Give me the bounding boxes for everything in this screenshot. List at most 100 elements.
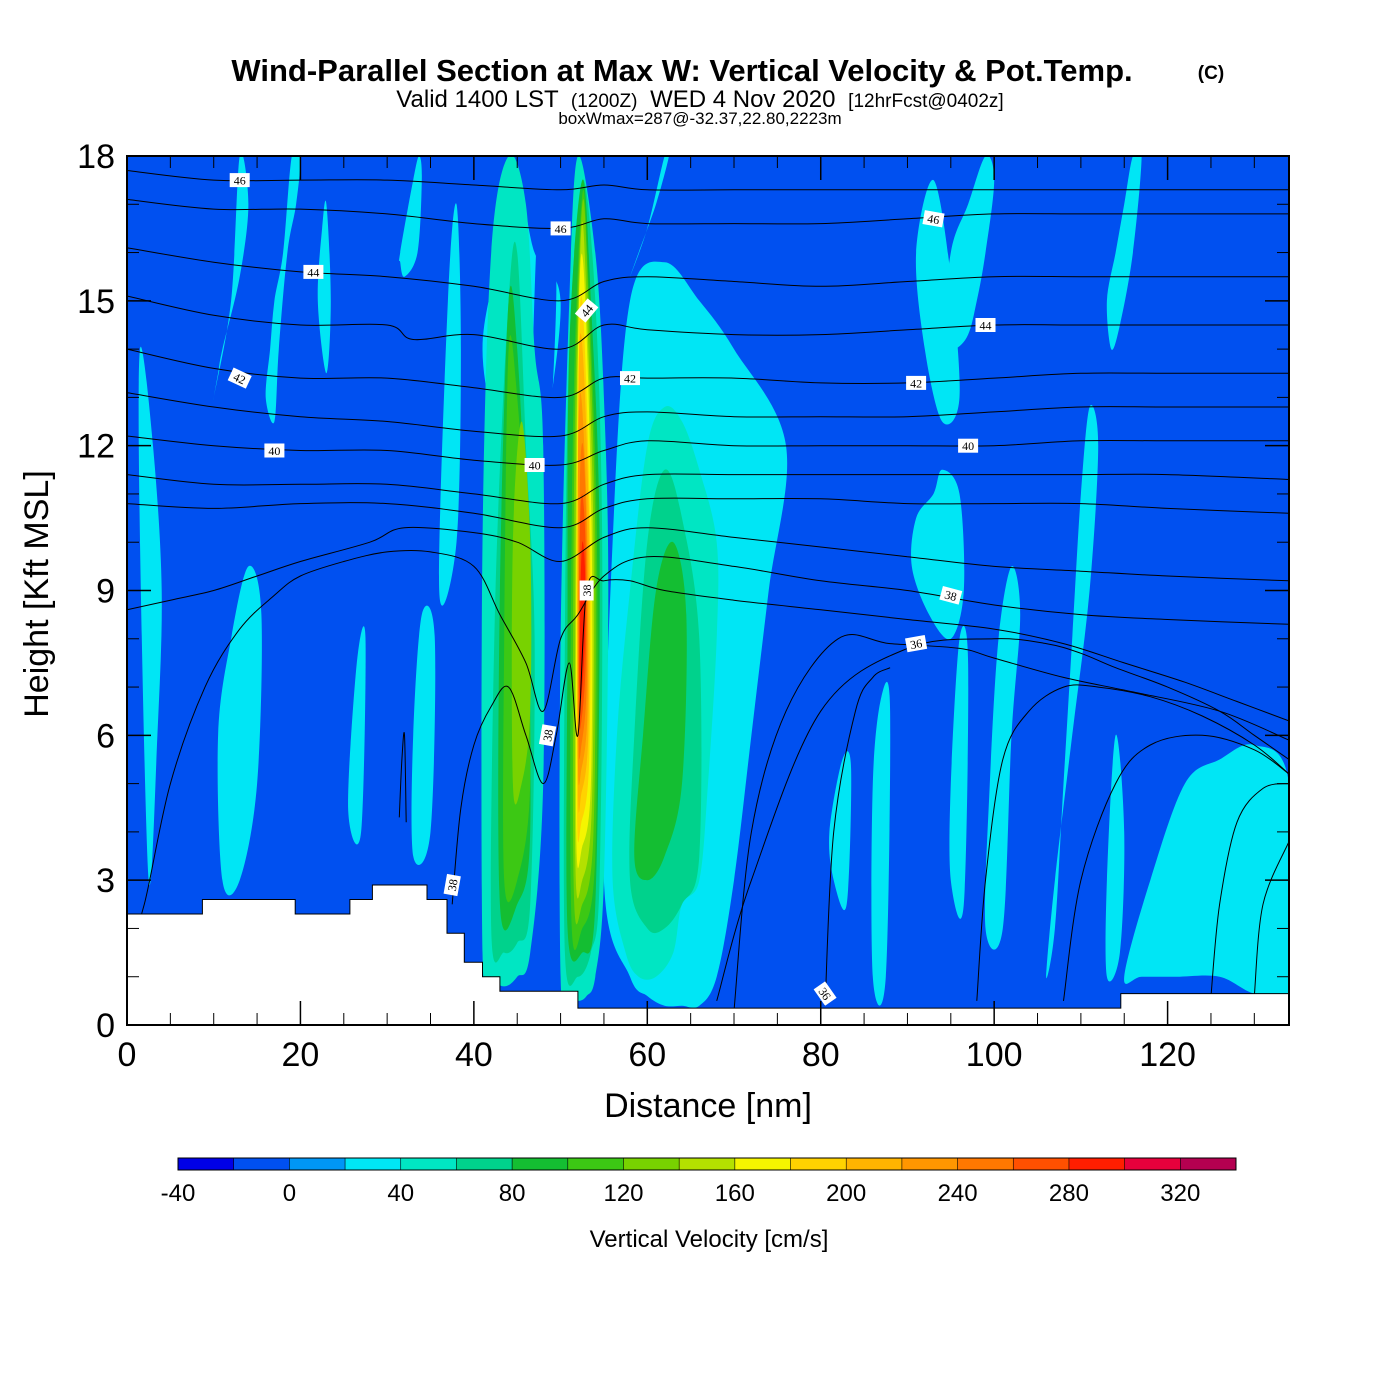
velocity-region [293,657,299,798]
theta-contour-line [127,198,1289,230]
contour-label-text: 44 [980,319,992,333]
theta-contour-line [824,667,891,1006]
terrain [127,884,1289,1025]
velocity-region [138,346,162,886]
contour-label-text: 38 [580,585,594,597]
theta-contour-line [1253,841,1289,997]
contour-label-text: 40 [529,459,541,473]
x-tick-label: 20 [282,1036,320,1074]
velocity-region [460,626,470,962]
velocity-region [1046,404,1099,979]
colorbar-segment [400,1158,457,1170]
theta-contour-line [127,497,1289,529]
x-tick-label: 100 [966,1036,1023,1074]
theta-contour-line [733,634,1289,1011]
contour-label: 38 [538,724,557,747]
colorbar-segment [790,1158,847,1170]
contour-label: 46 [550,221,571,236]
x-tick-label: 60 [628,1036,666,1074]
velocity-region [217,565,262,896]
x-tick-label: 80 [802,1036,840,1074]
velocity-region [390,525,409,862]
colorbar-segment [1068,1158,1126,1170]
contour-label: 42 [227,367,252,389]
colorbar-tick-label: 240 [938,1180,978,1207]
contour-label-box [303,264,324,279]
colorbar-segment [957,1158,1014,1170]
velocity-region [1106,156,1142,350]
colorbar-segment [178,1158,235,1170]
theta-contour-line [127,247,1289,302]
contour-label: 44 [574,298,599,323]
y-tick-label: 6 [96,717,115,755]
contour-label-box [524,458,545,472]
colorbar-frame [177,1157,1237,1171]
colorbar-segment [512,1158,569,1170]
velocity-region [411,605,436,866]
y-tick-label: 9 [96,573,115,611]
velocity-region [629,156,669,278]
contour-label: 44 [975,318,996,333]
colorbar-segment [846,1158,903,1170]
theta-contour-line [1210,783,1289,997]
theta-contour-line [127,392,1289,438]
colorbar-tick-label: 160 [715,1180,755,1207]
contour-label: 36 [813,981,837,1006]
y-tick-label: 12 [77,428,115,466]
theta-contour-labels: 46 46 46 44 44 44 42 42 42 40 40 40 38 38 38 38 36 36 [227,173,996,1006]
colorbar-segment [679,1158,736,1170]
colorbar-segment [1124,1158,1181,1170]
contour-label-text: 38 [540,728,556,742]
contour-label-box [579,580,594,601]
velocity-region [942,156,995,357]
contour-label-box [550,221,571,236]
contour-label: 46 [229,173,250,188]
colorbar-tick-label: 0 [283,1180,296,1207]
contour-label: 42 [906,375,927,390]
contour-label-box [975,318,996,332]
plot-area: 46 46 46 44 44 44 42 42 42 40 40 40 38 38 38 38 36 36 [127,156,1289,1025]
colorbar-segment [734,1158,792,1170]
subtitle-date: WED 4 Nov 2020 [650,86,835,113]
copyright-mark: (C) [1198,63,1224,84]
x-tick-label: 0 [118,1036,137,1074]
velocity-region [213,156,249,401]
colorbar-segment [1013,1158,1070,1170]
contour-label-box [620,371,640,386]
contour-label-text: 46 [926,211,940,227]
colorbar-tick-label: 40 [387,1180,414,1207]
velocity-region [984,565,1021,950]
colorbar-segment [901,1158,959,1170]
theta-contour-line [451,576,1289,905]
contour-label-box [229,173,250,188]
colorbar-tick-label: 320 [1160,1180,1200,1207]
contour-label-box [264,443,285,458]
contour-label-box [939,585,963,605]
contour-label-box [574,298,599,323]
contour-label-text: 44 [307,265,319,279]
theta-contour-line [127,348,1289,399]
contour-label-text: 40 [962,439,974,453]
velocity-region [634,541,687,881]
velocity-region [1105,734,1125,982]
contour-label-box [906,375,927,390]
colorbar-segment [233,1158,290,1170]
contour-label: 40 [264,443,285,458]
velocity-region [829,751,852,911]
velocity-region [1124,744,1289,1010]
contour-label-text: 40 [268,444,280,458]
contour-label: 46 [922,210,945,228]
contour-label: 44 [303,264,324,279]
chart-title: Wind-Parallel Section at Max W: Vertical… [231,53,1132,88]
y-tick-label: 15 [77,283,115,321]
velocity-region [511,421,532,805]
contour-label: 38 [579,580,594,601]
velocity-field [138,156,1289,1010]
subtitle-utc: (1200Z) [571,91,638,112]
theta-contours [127,170,1289,1011]
contour-label-text: 38 [445,878,461,892]
colorbar-segment [1180,1158,1237,1170]
colorbar-segment [567,1158,624,1170]
contour-label-box [443,873,461,897]
